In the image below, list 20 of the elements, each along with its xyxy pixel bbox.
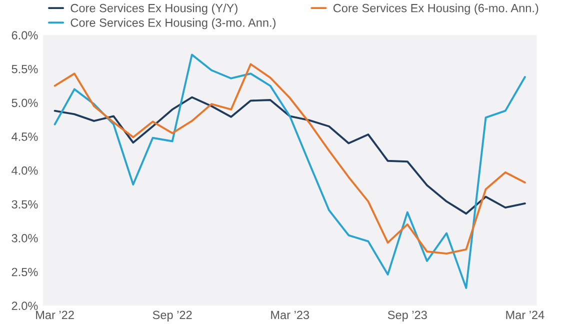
line-series — [54, 96, 526, 215]
line-series — [54, 54, 526, 289]
line-series — [54, 63, 526, 255]
legend-label: Core Services Ex Housing (6-mo. Ann.) — [333, 4, 538, 15]
x-tick-label: Mar ’22 — [36, 310, 74, 320]
y-tick-label: 5.0% — [12, 98, 38, 108]
y-tick-label: 3.0% — [12, 234, 38, 242]
x-tick-label: Mar ’23 — [271, 310, 310, 320]
legend-label: Core Services Ex Housing (3-mo. Ann.) — [70, 18, 276, 30]
y-tick-label: 2.0% — [12, 302, 38, 310]
y-tick-label: 5.5% — [12, 64, 38, 74]
legend-label: Core Services Ex Housing (Y/Y) — [70, 4, 238, 15]
x-tick-label: Sep ’23 — [388, 310, 427, 322]
y-tick-label: 6.0% — [12, 31, 38, 40]
y-tick-label: 4.5% — [12, 132, 38, 141]
x-tick-label: Mar ’24 — [506, 310, 544, 320]
y-tick-label: 4.0% — [12, 166, 38, 175]
y-tick-label: 3.5% — [12, 200, 38, 209]
x-tick-label: Sep ’22 — [152, 310, 192, 322]
y-tick-label: 2.5% — [12, 268, 38, 276]
